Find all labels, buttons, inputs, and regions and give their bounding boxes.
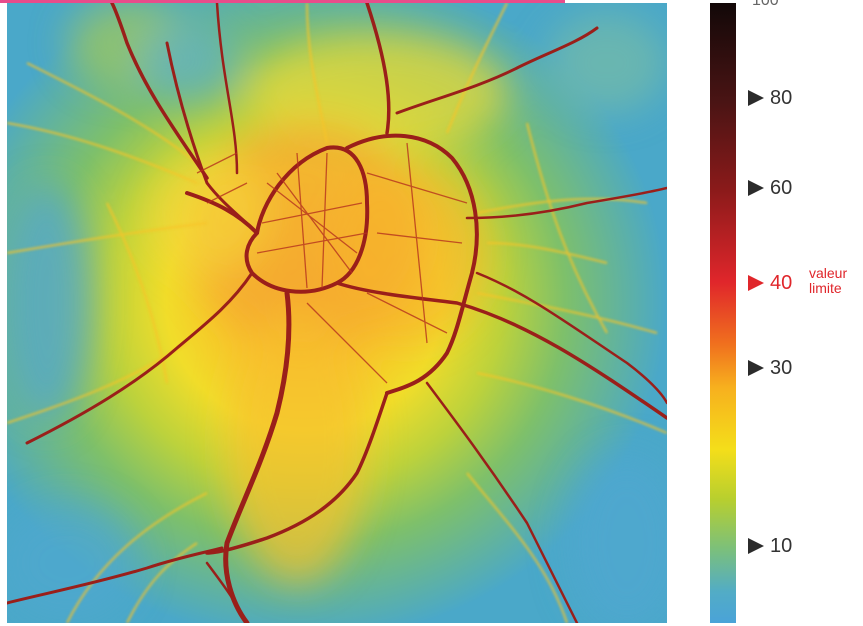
scale-tick-10: 10	[748, 534, 793, 557]
tick-arrow-icon	[748, 360, 764, 376]
scale-top-value: 100	[752, 0, 779, 9]
scale-tick-60: 60	[748, 176, 793, 199]
limit-label-line1: valeur	[809, 265, 848, 281]
tick-arrow-icon	[748, 90, 764, 106]
scale-tick-80: 80	[748, 86, 793, 109]
tick-value: 30	[770, 356, 793, 379]
scale-tick-40-limit: 40	[748, 271, 793, 294]
tick-value: 10	[770, 534, 793, 557]
tick-arrow-icon	[748, 275, 764, 291]
pollution-heatmap	[7, 3, 667, 623]
color-scale-bar	[710, 3, 736, 623]
top-accent-strip	[0, 0, 565, 3]
tick-arrow-icon	[748, 538, 764, 554]
heatmap-svg	[7, 3, 667, 623]
limit-label-line2: limite	[809, 280, 842, 296]
scale-tick-30: 30	[748, 356, 793, 379]
main-roads	[7, 3, 667, 623]
tick-value: 40	[770, 271, 793, 294]
tick-value: 60	[770, 176, 793, 199]
limit-value-label: valeur limite	[809, 266, 847, 296]
tick-arrow-icon	[748, 180, 764, 196]
city-streets	[196, 142, 468, 384]
tick-value: 80	[770, 86, 793, 109]
